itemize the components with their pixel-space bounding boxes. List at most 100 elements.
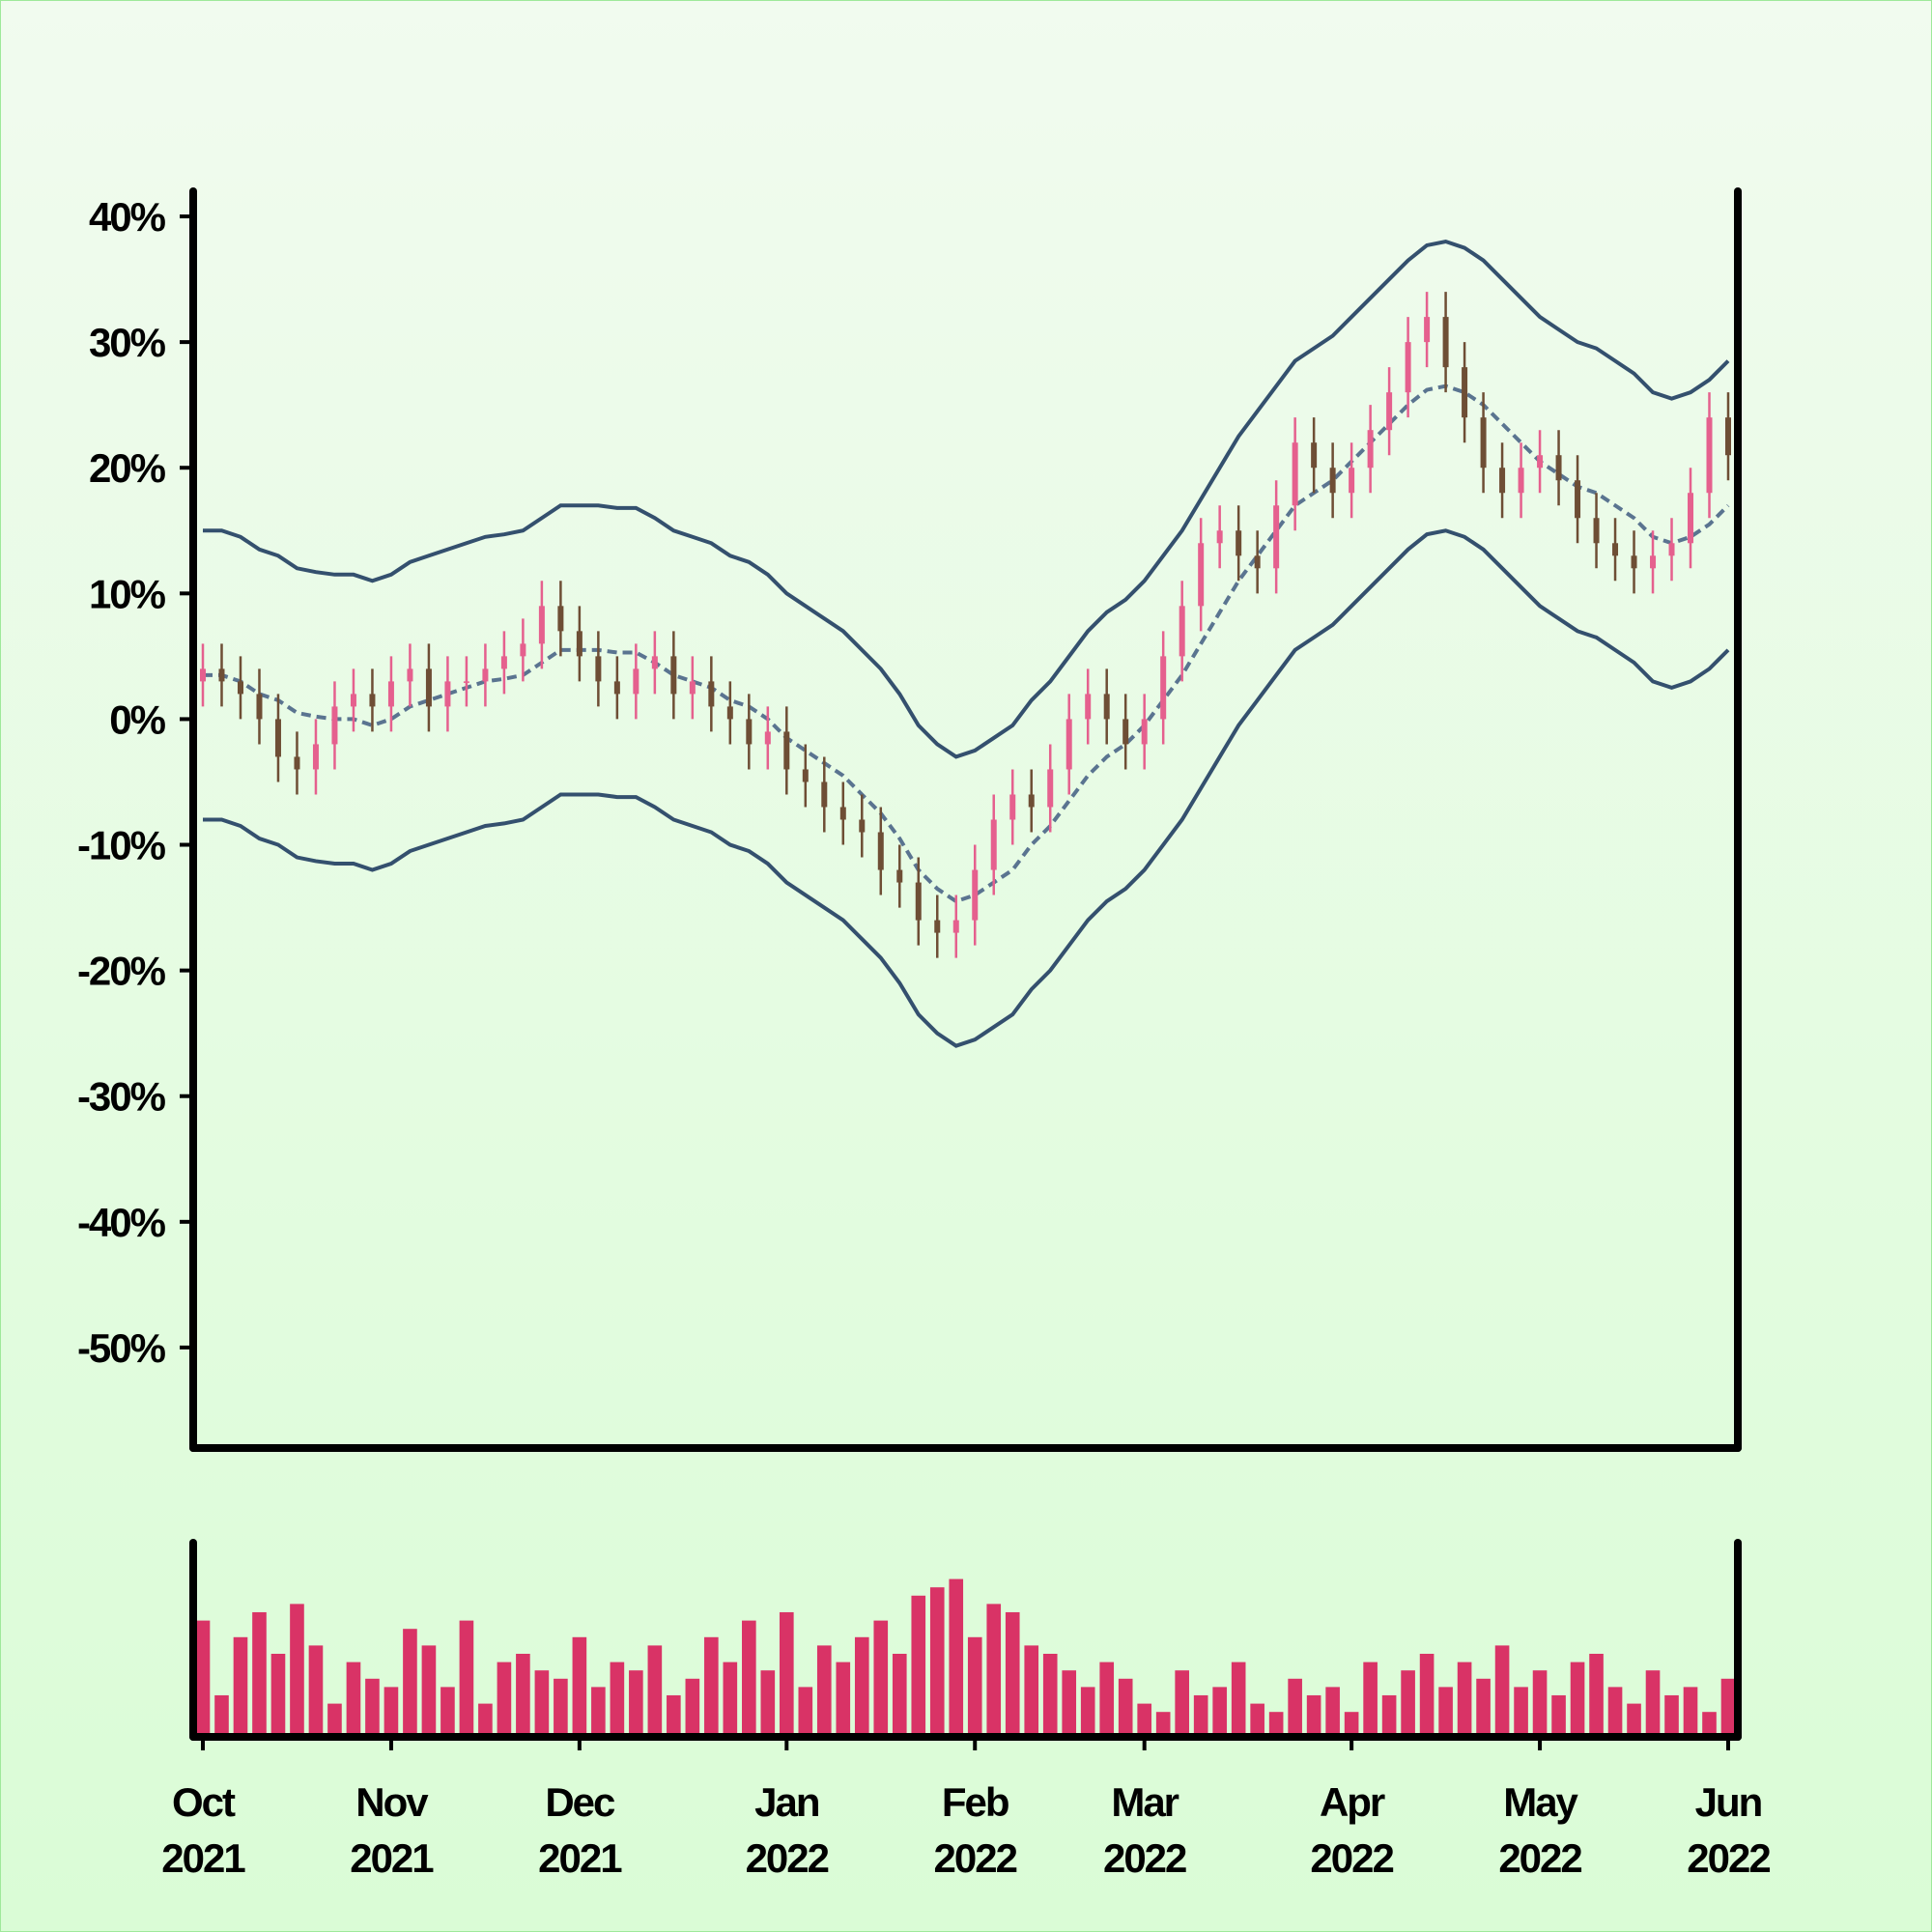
volume-bar [516, 1654, 530, 1737]
volume-bar [1118, 1678, 1133, 1737]
volume-bar [1024, 1645, 1039, 1737]
body [802, 769, 809, 782]
body [1254, 555, 1261, 569]
volume-bar [1288, 1678, 1302, 1737]
body [972, 869, 979, 921]
volume-bar [1720, 1678, 1736, 1737]
volume-bar [1137, 1703, 1152, 1737]
middle-band [203, 384, 1730, 904]
volume-bar [440, 1687, 455, 1737]
volume-bar [647, 1645, 663, 1737]
volume-bar [1212, 1687, 1227, 1737]
volume-bar [252, 1612, 267, 1737]
body [1537, 455, 1544, 469]
x-tick-label: Apr 2022 [1310, 1779, 1393, 1881]
body [783, 731, 790, 770]
body [1386, 392, 1393, 431]
body [425, 668, 432, 707]
body [463, 681, 469, 683]
volume-bar [1532, 1670, 1548, 1737]
volume-bar [1401, 1670, 1415, 1737]
volume-bar [214, 1695, 229, 1737]
body [1518, 468, 1524, 494]
volume-bar [723, 1662, 738, 1737]
body [915, 882, 922, 921]
volume-bar [1344, 1712, 1359, 1737]
body [200, 668, 206, 682]
body [1499, 468, 1506, 494]
volume-bar [1457, 1662, 1472, 1737]
volume-bar [986, 1604, 1002, 1737]
volume-bar [308, 1645, 324, 1737]
body [1047, 769, 1054, 808]
y-tick-label: -10% [77, 823, 166, 868]
body [1612, 543, 1619, 556]
volume-bar [873, 1620, 889, 1737]
body [274, 719, 281, 757]
volume-bar [554, 1678, 568, 1737]
volume-bar [760, 1670, 776, 1737]
body [1198, 543, 1205, 607]
volume-bar [572, 1636, 587, 1737]
body [952, 920, 959, 933]
volume-bar [534, 1670, 550, 1737]
volume-bar [704, 1636, 719, 1737]
volume-bar [421, 1645, 437, 1737]
body [444, 681, 451, 707]
body [651, 656, 658, 669]
volume-bar [779, 1612, 794, 1737]
volume-bar [1155, 1712, 1171, 1737]
y-tick-label: -20% [77, 949, 166, 994]
volume-bar [1231, 1662, 1246, 1737]
body [1367, 430, 1374, 469]
body [538, 606, 545, 644]
volume-bar [365, 1678, 380, 1737]
body [1442, 317, 1449, 368]
body [1631, 555, 1637, 569]
volume-bar [1175, 1670, 1189, 1737]
body [369, 694, 376, 707]
body [312, 744, 319, 770]
body [896, 869, 903, 883]
body [1273, 505, 1280, 569]
volume-bar [1381, 1695, 1397, 1737]
y-tick-label: 10% [89, 571, 166, 616]
y-tick-label: -40% [77, 1200, 166, 1245]
body [1650, 555, 1657, 569]
body [1349, 468, 1355, 494]
x-tick-label: Jan 2022 [746, 1779, 829, 1881]
volume-bar [290, 1604, 304, 1737]
body [218, 668, 225, 682]
body [764, 731, 771, 745]
volume-bar [1419, 1654, 1435, 1737]
lower-band [203, 528, 1730, 1048]
y-tick-label: 0% [109, 696, 165, 742]
body [595, 656, 602, 682]
body [1424, 317, 1431, 343]
volume-bar [1005, 1612, 1020, 1737]
x-tick-label: Oct 2021 [161, 1779, 245, 1881]
x-tick-label: Dec 2021 [538, 1779, 622, 1881]
body [1141, 719, 1148, 745]
body [1028, 794, 1035, 808]
body [500, 656, 507, 669]
body [633, 668, 639, 695]
volume-bar [1363, 1662, 1378, 1737]
volume-bar [629, 1670, 643, 1737]
body [1688, 493, 1694, 544]
body [350, 694, 356, 707]
x-tick-label: Jun 2022 [1687, 1779, 1770, 1881]
body [1668, 543, 1675, 556]
body [520, 643, 526, 657]
body [1405, 342, 1411, 393]
volume-bar [384, 1687, 399, 1737]
body [613, 681, 620, 695]
volume-bar [591, 1687, 606, 1737]
x-tick-label: Nov 2021 [350, 1779, 434, 1881]
upper-band [203, 239, 1730, 759]
body [557, 606, 564, 632]
volume-bar [346, 1662, 361, 1737]
volume-bar [816, 1645, 832, 1737]
